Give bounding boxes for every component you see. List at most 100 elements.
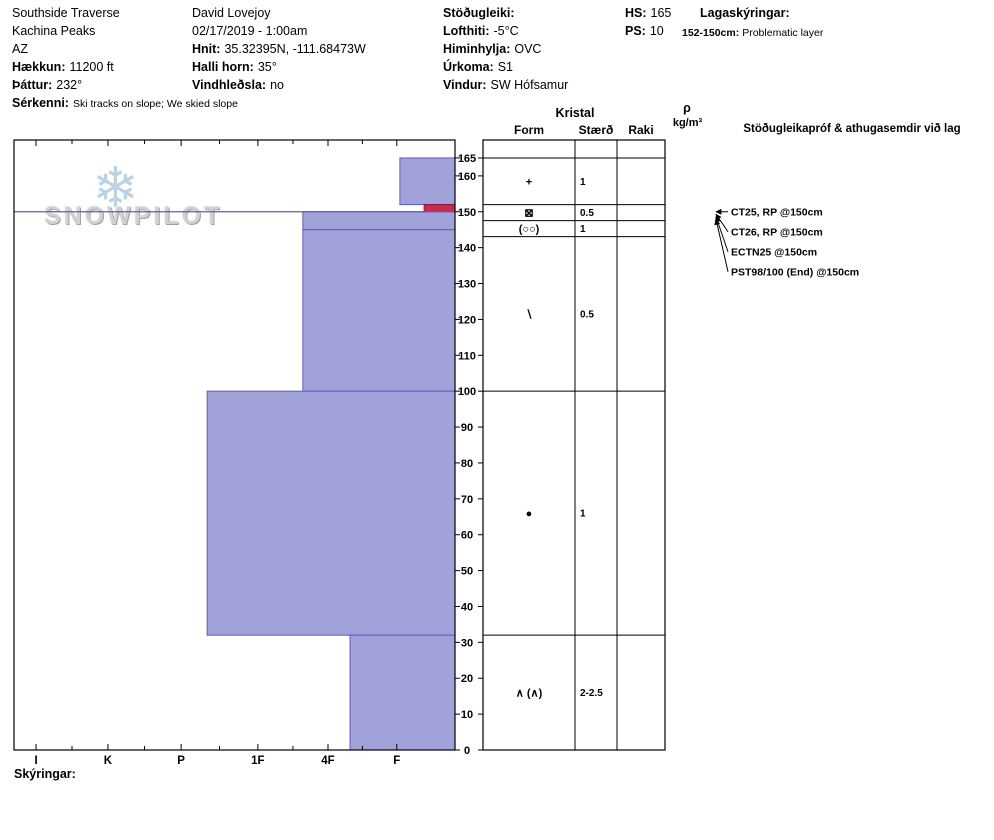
wind-label: Vindur: — [443, 78, 487, 92]
observer-name: David Lovejoy — [192, 6, 271, 20]
crystal-size: 0.5 — [580, 208, 594, 219]
stability-test-label: ECTN25 @150cm — [731, 246, 817, 258]
hardness-layer-bar — [302, 229, 456, 392]
stability-test-label: CT26, RP @150cm — [731, 226, 823, 238]
problem-layer-bar — [423, 204, 456, 213]
depth-axis-label: 130 — [458, 279, 476, 291]
wind-loading-value: no — [270, 78, 284, 92]
depth-axis-label: 90 — [461, 422, 473, 434]
depth-axis-label: 30 — [461, 637, 473, 649]
snow-totals-block: HS: 165 PS: 10 — [625, 4, 671, 40]
depth-axis-label: 80 — [461, 458, 473, 470]
depth-axis-label: 100 — [458, 386, 476, 398]
density-unit-header: kg/m³ — [672, 117, 703, 129]
depth-axis-label: 70 — [461, 494, 473, 506]
depth-axis-label: 160 — [458, 171, 476, 183]
hardness-axis-label: K — [104, 755, 113, 767]
sky-cover-label: Himinhylja: — [443, 42, 511, 56]
sky-cover-value: OVC — [514, 42, 542, 56]
precip-value: S1 — [497, 60, 514, 74]
test-arrow — [715, 213, 729, 233]
stability-row: Stöðugleiki: — [443, 4, 568, 22]
air-temp-row: Lofthiti: -5°C — [443, 22, 568, 40]
crystal-size: 0.5 — [580, 309, 594, 320]
stability-test-label: CT25, RP @150cm — [731, 206, 823, 218]
kristal-header: Kristal — [555, 106, 595, 120]
ps-label: PS: — [625, 24, 646, 38]
site-name: Southside Traverse — [12, 6, 120, 20]
coords-row: Hnit: 35.32395N, -111.68473W — [192, 40, 366, 58]
crystal-size: 1 — [580, 509, 586, 520]
hardness-axis-label: 1F — [251, 755, 264, 767]
observation-datetime: 02/17/2019 - 1:00am — [192, 24, 308, 38]
hardness-layer-bar — [302, 211, 456, 231]
wind-loading-row: Vindhleðsla: no — [192, 76, 366, 94]
observer-info-block: David Lovejoy 02/17/2019 - 1:00am Hnit: 3… — [192, 4, 366, 94]
hardness-axis-label: P — [177, 755, 185, 767]
hs-row: HS: 165 — [625, 4, 671, 22]
crystal-size: 1 — [580, 177, 586, 188]
size-header: Stærð — [578, 123, 614, 137]
logo-text: SNOWPILOT — [44, 202, 223, 230]
coords-value: 35.32395N, -111.68473W — [224, 42, 366, 56]
crystal-size: 2-2.5 — [580, 688, 603, 699]
air-temp-value: -5°C — [493, 24, 519, 38]
depth-axis-label: 140 — [458, 243, 476, 255]
hs-value: 165 — [650, 6, 672, 20]
layer-notes-title-block: Lagaskýringar: — [700, 4, 794, 22]
depth-axis-label: 20 — [461, 673, 473, 685]
ps-value: 10 — [649, 24, 664, 38]
crystal-form-problem-layer-crystal: ⊠ — [524, 208, 533, 220]
layer-note-range: 152-150cm: — [682, 27, 740, 39]
depth-axis-label: 50 — [461, 566, 473, 578]
aspect-row: Þáttur: 232° — [12, 76, 238, 94]
site-state: AZ — [12, 42, 28, 56]
precip-row: Úrkoma: S1 — [443, 58, 568, 76]
depth-axis-label: 0 — [464, 745, 470, 757]
layer-notes-entry: 152-150cm: Problematic layer — [682, 23, 823, 41]
hardness-axis-label: I — [34, 755, 37, 767]
air-temp-label: Lofthiti: — [443, 24, 490, 38]
hardness-axis-label: F — [393, 755, 400, 767]
depth-axis-label: 165 — [458, 153, 476, 165]
wetness-header: Raki — [628, 123, 654, 137]
site-notes-value: Ski tracks on slope; We skied slope — [72, 98, 238, 110]
test-arrow — [714, 216, 729, 252]
site-notes-row: Sérkenni: Ski tracks on slope; We skied s… — [12, 94, 238, 113]
tests-comments-header: Stöðugleikapróf & athugasemdir við lag — [743, 123, 961, 135]
form-header: Form — [514, 123, 544, 137]
aspect-value: 232° — [56, 78, 83, 92]
wind-row: Vindur: SW Hófsamur — [443, 76, 568, 94]
layer-note-text: Problematic layer — [742, 27, 824, 39]
crystal-form-precipitation-particles: + — [526, 176, 532, 188]
stability-label: Stöðugleiki: — [443, 6, 515, 20]
crystal-form-decomposing-fragments: ∖ — [525, 309, 532, 321]
slope-angle-label: Halli horn: — [192, 60, 254, 74]
crystal-form-clustered-grains: (○○) — [519, 224, 540, 236]
slope-angle-row: Halli horn: 35° — [192, 58, 366, 76]
depth-axis-label: 10 — [461, 709, 473, 721]
crystal-form-depth-hoar: ∧ (∧) — [516, 688, 543, 700]
coords-label: Hnit: — [192, 42, 221, 56]
slope-angle-value: 35° — [257, 60, 277, 74]
site-range: Kachina Peaks — [12, 24, 96, 38]
weather-info-block: Stöðugleiki: Lofthiti: -5°C Himinhylja: OV… — [443, 4, 568, 94]
hardness-axis-label: 4F — [321, 755, 334, 767]
elevation-value: 11200 ft — [69, 60, 114, 74]
aspect-label: Þáttur: — [12, 78, 53, 92]
crystal-form-rounded-grains: ● — [526, 508, 533, 520]
hardness-layer-bar — [206, 390, 456, 636]
hardness-layer-bar — [399, 157, 456, 206]
wind-loading-label: Vindhleðsla: — [192, 78, 267, 92]
depth-axis-label: 150 — [458, 207, 476, 219]
depth-axis-label: 60 — [461, 530, 473, 542]
depth-axis-label: 110 — [458, 350, 476, 362]
depth-axis-label: 40 — [461, 601, 473, 613]
stability-test-label: PST98/100 (End) @150cm — [731, 266, 859, 278]
layer-notes-title: Lagaskýringar: — [700, 6, 790, 20]
ps-row: PS: 10 — [625, 22, 671, 40]
sky-cover-row: Himinhylja: OVC — [443, 40, 568, 58]
site-notes-label: Sérkenni: — [12, 96, 69, 110]
site-info-block: Southside Traverse Kachina Peaks AZ Hækk… — [12, 4, 238, 113]
